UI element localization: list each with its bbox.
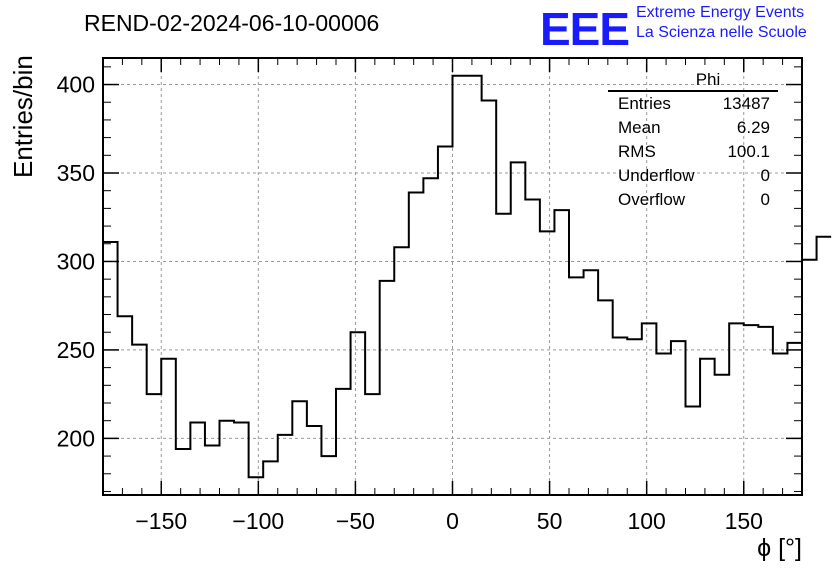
stats-row-underflow: Underflow 0 <box>608 164 778 188</box>
stats-value: 13487 <box>722 94 770 113</box>
x-axis-label: ϕ [°] <box>757 534 802 562</box>
stats-label: Overflow <box>618 190 686 209</box>
stats-row-mean: Mean 6.29 <box>608 116 778 140</box>
stats-label: RMS <box>618 142 656 161</box>
y-tick-label: 250 <box>57 337 95 363</box>
x-tick-label: 100 <box>627 508 665 534</box>
logo-line-2: La Scienza nelle Scuole <box>636 24 807 41</box>
x-tick-label: −100 <box>232 508 284 534</box>
stats-value: 0 <box>760 166 770 185</box>
y-tick-label: 300 <box>57 248 95 274</box>
stats-label: Underflow <box>618 166 695 185</box>
logo-line-1: Extreme Energy Events <box>636 4 805 21</box>
stats-label: Entries <box>618 94 671 113</box>
stats-label: Mean <box>618 118 661 137</box>
stats-row-entries: Entries 13487 <box>608 92 778 116</box>
plot-frame <box>102 57 803 496</box>
axis-ticks <box>102 58 803 495</box>
x-tick-label: −50 <box>336 508 375 534</box>
stats-value: 0 <box>760 190 770 209</box>
x-tick-label: 50 <box>537 508 563 534</box>
logo-caption: Extreme Energy Events La Scienza nelle S… <box>636 3 807 43</box>
stats-row-overflow: Overflow 0 <box>608 188 778 212</box>
y-tick-label: 400 <box>57 72 95 98</box>
stats-value: 6.29 <box>736 118 770 137</box>
y-tick-label: 350 <box>57 160 95 186</box>
x-tick-label: 150 <box>725 508 763 534</box>
tick-labels: −150 −100 −50 0 50 100 150 200 250 300 350 400 <box>57 72 763 534</box>
stats-box: Phi Entries 13487 Mean 6.29 RMS 100.1 Under… <box>608 70 778 212</box>
x-tick-label: 0 <box>446 508 459 534</box>
y-tick-label: 200 <box>57 425 95 451</box>
eee-logo: EEE <box>540 3 630 55</box>
stats-title: Phi <box>608 70 778 92</box>
stats-value: 100.1 <box>727 142 770 161</box>
stats-row-rms: RMS 100.1 <box>608 140 778 164</box>
x-tick-label: −150 <box>135 508 187 534</box>
run-title: REND-02-2024-06-10-00006 <box>84 10 380 36</box>
histogram-line <box>103 74 832 479</box>
y-axis-label: Entries/bin <box>8 55 38 178</box>
